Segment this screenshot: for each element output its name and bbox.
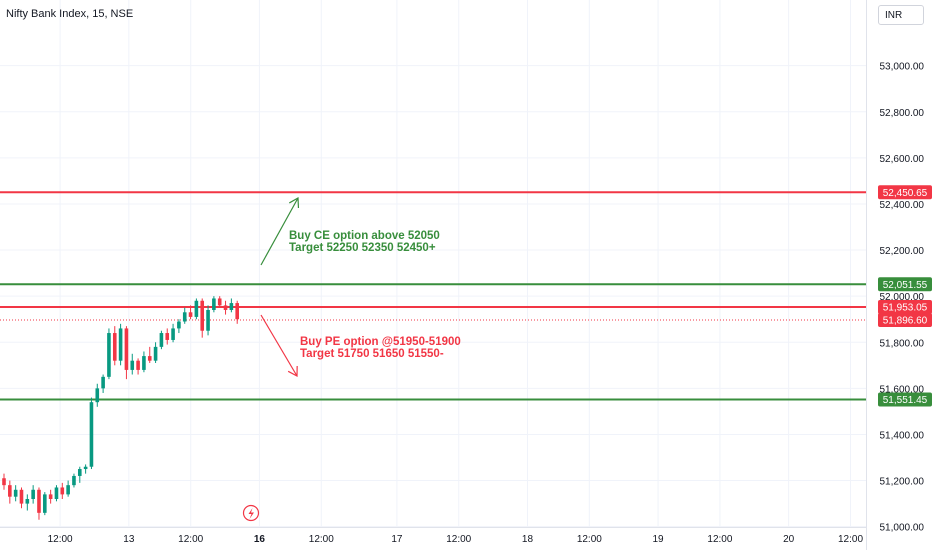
x-tick-label: 12:00: [707, 534, 732, 545]
x-tick-label: 12:00: [178, 534, 203, 545]
candle-body: [182, 312, 187, 322]
candle-body: [8, 485, 12, 497]
candle-body: [153, 346, 158, 361]
candle-body: [95, 388, 100, 403]
x-tick-label: 12:00: [838, 534, 863, 545]
candle-body: [25, 499, 30, 504]
candle-body: [72, 475, 76, 486]
x-tick-label: 19: [653, 534, 665, 545]
candle-body: [200, 300, 205, 331]
candle-body: [206, 309, 210, 331]
buy-pe-arrow-head: [287, 365, 298, 377]
grid-lines: [0, 0, 866, 528]
candle-body: [31, 489, 35, 499]
candle-body: [229, 303, 234, 310]
level-label-box: [878, 277, 932, 292]
currency-selector[interactable]: INR: [878, 5, 924, 25]
y-tick-label: 51,800.00: [880, 338, 925, 349]
x-tick-label: 18: [522, 534, 534, 545]
annotation-text: Buy CE option above 52050: [289, 230, 440, 242]
candle-body: [142, 356, 146, 370]
candle-body: [60, 487, 65, 495]
x-tick-label: 12:00: [48, 534, 73, 545]
candle-body: [147, 356, 152, 361]
symbol-title: Nifty Bank Index, 15, NSE: [6, 8, 134, 20]
candle-body: [124, 328, 129, 370]
x-tick-label: 12:00: [446, 534, 471, 545]
x-tick-label: 20: [783, 534, 795, 545]
buy-ce-arrow: [260, 197, 299, 266]
candle-body: [19, 489, 24, 504]
candle-body: [48, 494, 53, 499]
y-tick-label: 52,400.00: [880, 200, 925, 211]
candle-body: [77, 469, 82, 476]
time-axis[interactable]: 12:00 13 12:00 16 12:00 17 12:00 18 12:00 19 12:00…: [0, 527, 866, 546]
candle-body: [83, 466, 88, 470]
candle-body: [212, 298, 216, 310]
level-label-box: [878, 185, 932, 200]
candles: [2, 296, 239, 520]
candle-body: [43, 494, 47, 513]
horizontal-levels: [0, 191, 866, 401]
level-label: 51,896.60: [883, 315, 928, 326]
buy-ce-arrow-head: [289, 196, 300, 209]
level-label: 52,450.65: [883, 188, 928, 199]
candle-body: [223, 305, 228, 310]
y-tick-label: 51,200.00: [880, 477, 925, 488]
x-tick-label: 12:00: [309, 534, 334, 545]
candle-body: [188, 312, 193, 317]
y-tick-label: 51,000.00: [880, 523, 925, 534]
level-label: 52,051.55: [883, 280, 928, 291]
y-tick-label: 52,600.00: [880, 154, 925, 165]
x-tick-label: 16: [254, 534, 266, 545]
y-tick-label: 52,200.00: [880, 246, 925, 257]
candle-body: [235, 303, 239, 320]
candle-body: [118, 328, 123, 361]
candle-body: [112, 333, 117, 361]
price-axis[interactable]: 53,000.00 52,800.00 52,600.00 52,400.00 52,2…: [866, 0, 925, 550]
candle-body: [171, 328, 175, 340]
y-tick-label: 51,600.00: [880, 384, 925, 395]
lightning-icon-bolt: [248, 508, 254, 519]
level-labels: 52,450.65 52,051.55 51,953.05 51,896.60 51,5…: [878, 185, 932, 407]
candle-body: [13, 489, 18, 497]
candle-body: [136, 360, 140, 370]
candle-body: [177, 321, 181, 329]
level-label: 51,953.05: [883, 302, 928, 313]
x-tick-label: 13: [123, 534, 135, 545]
buy-pe-arrow: [260, 314, 298, 377]
annotation-text: Buy PE option @51950-51900: [300, 336, 461, 348]
arrows: [260, 196, 300, 377]
y-tick-label: 51,400.00: [880, 430, 925, 441]
x-tick-label: 12:00: [577, 534, 602, 545]
level-label-box: [878, 299, 932, 314]
candle-body: [107, 333, 111, 377]
candle-body: [165, 333, 170, 340]
annotation-text: Target 51750 51650 51550-: [300, 348, 444, 360]
candle-body: [130, 360, 135, 370]
candle-body: [66, 485, 70, 495]
candle-body: [89, 402, 94, 467]
candle-body: [37, 489, 41, 513]
candle-body: [2, 478, 6, 486]
candle-body: [54, 487, 59, 499]
candle-body: [159, 333, 164, 347]
y-tick-label: 52,000.00: [880, 292, 925, 303]
event-marker[interactable]: [242, 504, 260, 522]
candle-body: [101, 376, 105, 389]
annotation-text: Target 52250 52350 52450+: [289, 242, 436, 254]
level-label-box: [878, 392, 932, 407]
level-label-box: [878, 312, 932, 327]
candle-body: [194, 300, 199, 317]
level-label: 51,551.45: [883, 395, 928, 406]
candle-body: [217, 298, 222, 306]
y-tick-label: 52,800.00: [880, 108, 925, 119]
x-tick-label: 17: [391, 534, 403, 545]
y-tick-label: 53,000.00: [880, 62, 925, 73]
